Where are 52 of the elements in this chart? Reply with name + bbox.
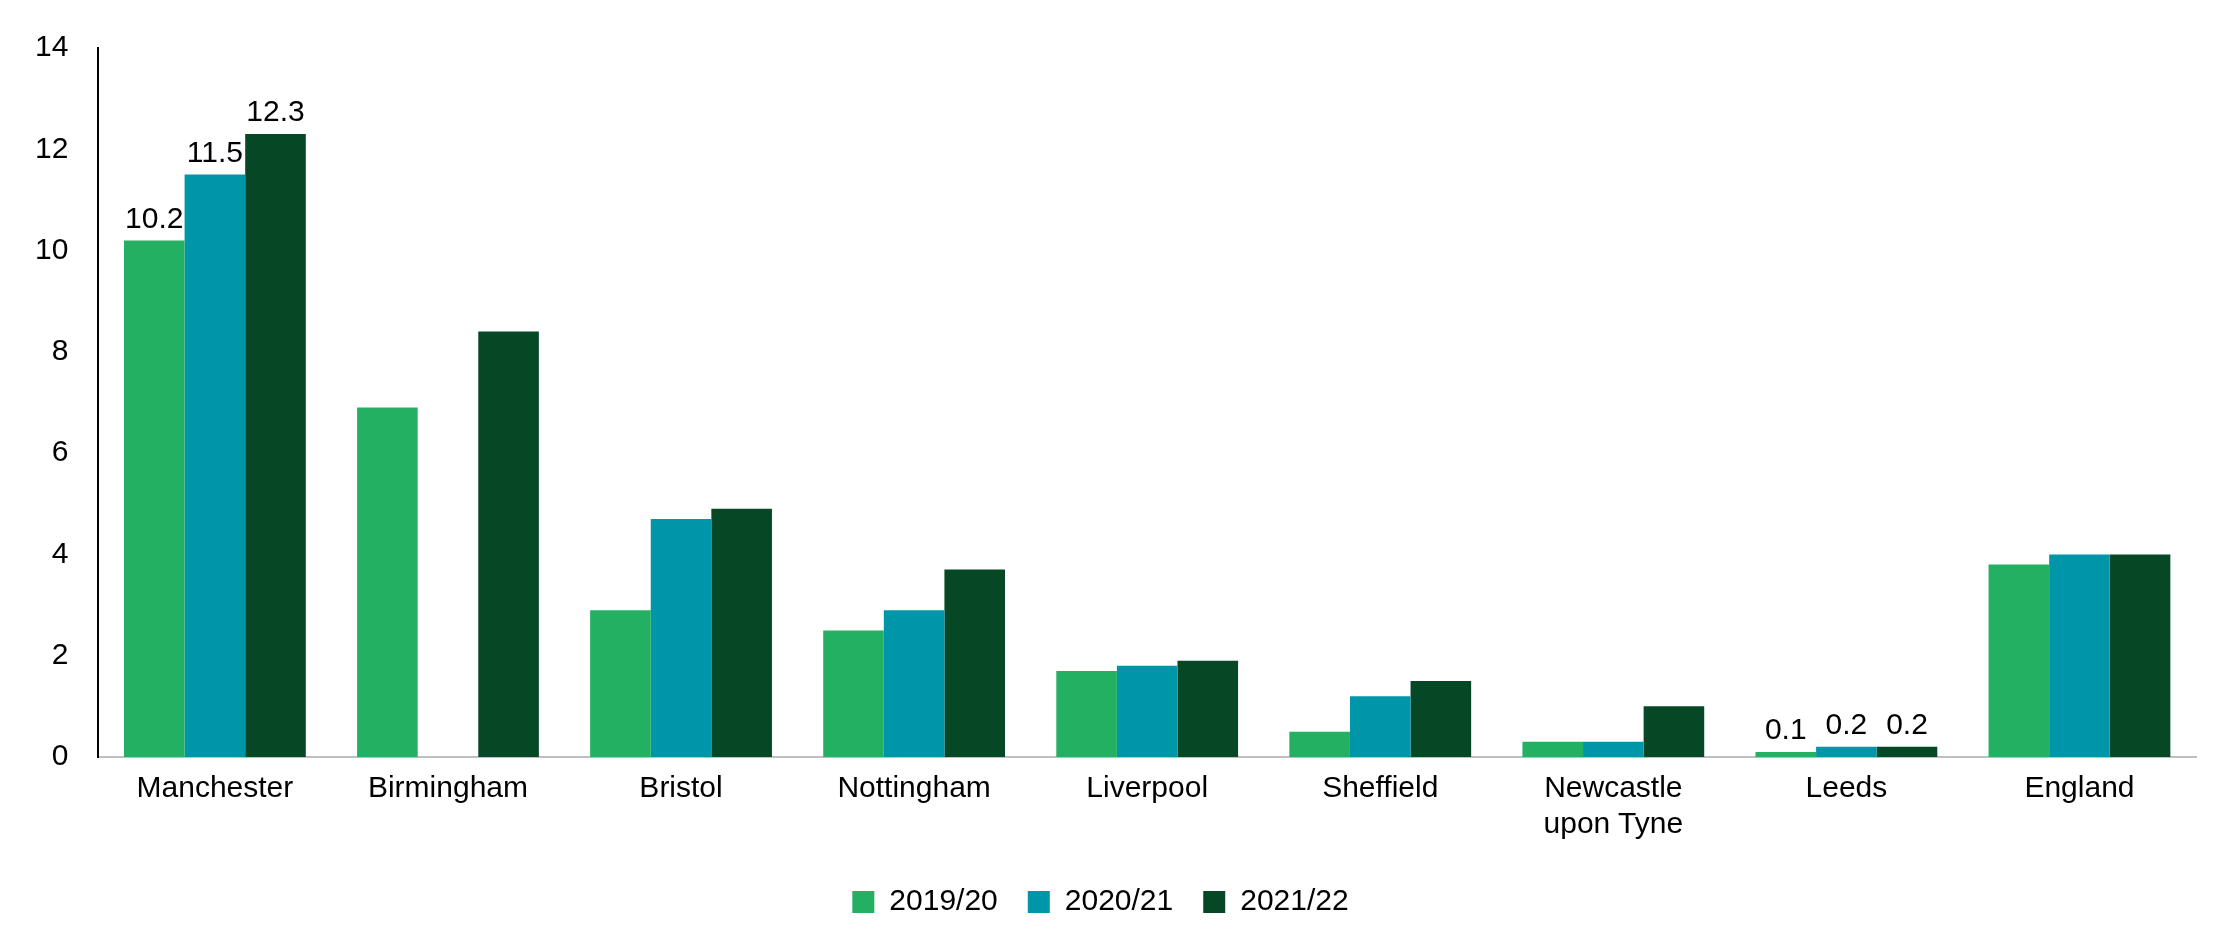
bar xyxy=(1643,706,1705,757)
x-tick-label: Manchester xyxy=(136,770,294,804)
x-tick-label: Leeds xyxy=(1805,770,1888,804)
bar xyxy=(1876,746,1938,757)
y-tick-label: 8 xyxy=(51,333,69,367)
bar xyxy=(1816,746,1877,757)
data-label: 0.1 xyxy=(1764,712,1807,746)
bar xyxy=(2049,554,2110,757)
y-tick-label: 6 xyxy=(51,434,69,468)
bar xyxy=(1755,751,1817,757)
bar xyxy=(823,630,884,757)
y-tick-label: 0 xyxy=(51,738,69,772)
bar xyxy=(2109,554,2171,757)
bar xyxy=(1289,731,1350,757)
bar xyxy=(590,610,651,757)
y-tick-label: 2 xyxy=(51,636,69,670)
y-tick-label: 12 xyxy=(34,130,69,164)
y-tick-label: 4 xyxy=(51,535,69,569)
bar xyxy=(1177,660,1239,757)
bar xyxy=(883,610,945,757)
data-label: 0.2 xyxy=(1825,707,1868,741)
bar xyxy=(711,508,772,757)
bar xyxy=(1116,665,1178,757)
bar xyxy=(1056,670,1117,757)
bar xyxy=(944,569,1006,757)
legend-label: 2019/20 xyxy=(889,883,998,917)
bar xyxy=(184,174,246,757)
x-tick-label: Sheffield xyxy=(1322,770,1439,804)
legend-label: 2020/21 xyxy=(1064,883,1174,917)
x-tick-label: England xyxy=(2024,770,2135,804)
x-tick-label: Birmingham xyxy=(367,770,529,804)
bar xyxy=(1522,741,1584,757)
data-label: 0.2 xyxy=(1886,707,1928,741)
bar xyxy=(478,331,539,757)
bar xyxy=(245,134,306,757)
data-label: 10.2 xyxy=(125,200,184,234)
bar xyxy=(1583,741,1644,757)
bar xyxy=(357,407,418,757)
x-tick-label: Liverpool xyxy=(1086,770,1209,804)
bar xyxy=(1349,696,1411,757)
y-tick-label: 14 xyxy=(34,29,69,63)
bar xyxy=(1988,564,2050,757)
bar xyxy=(650,518,712,757)
y-tick-label: 10 xyxy=(34,231,69,265)
legend-label: 2021/22 xyxy=(1240,883,1349,917)
data-label: 12.3 xyxy=(246,94,305,128)
bar xyxy=(1410,681,1472,757)
bar xyxy=(124,240,185,757)
x-tick-label: Nottingham xyxy=(837,770,991,804)
data-label: 11.5 xyxy=(186,134,243,168)
x-tick-label: Bristol xyxy=(639,770,723,804)
x-tick-label: Newcastle upon Tyne xyxy=(1543,770,1684,840)
